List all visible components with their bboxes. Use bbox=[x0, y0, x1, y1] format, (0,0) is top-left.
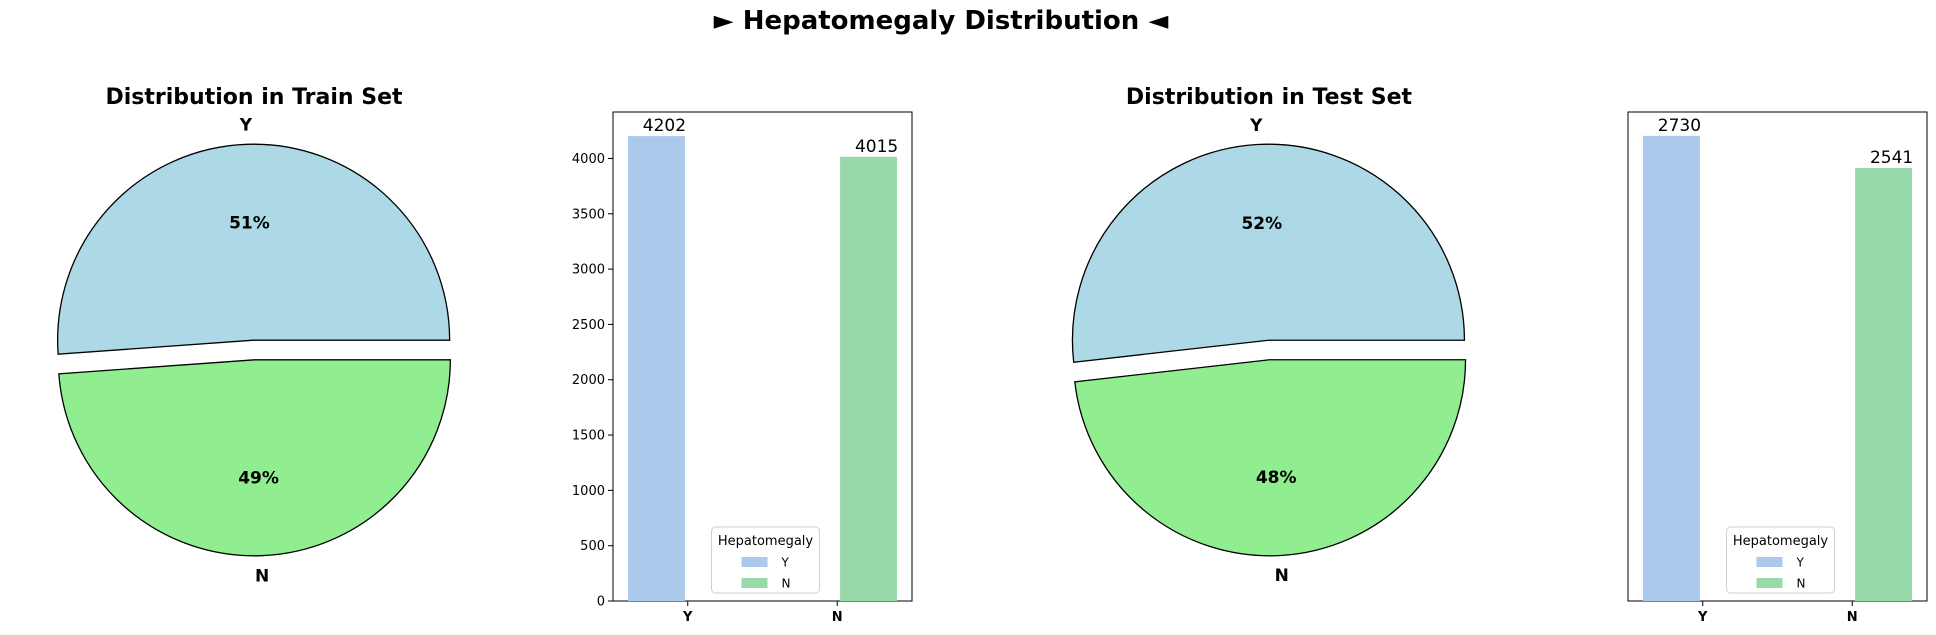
train-bar-ytick-label: 2000 bbox=[572, 373, 605, 388]
train-bar-axes-frame bbox=[612, 111, 913, 602]
test-bar-bar-y bbox=[1642, 135, 1700, 602]
test-pie-slice-y bbox=[1071, 143, 1466, 363]
train-bar-bar-value-y: 4202 bbox=[643, 116, 686, 136]
train-bar-legend-swatch-y bbox=[741, 557, 768, 567]
test-bar-xtick-label-n: N bbox=[1847, 610, 1858, 625]
train-bar-ytick-label: 3500 bbox=[572, 207, 605, 222]
test-pie-title: Distribution in Test Set bbox=[1126, 85, 1413, 110]
train-bar-legend-label-n: N bbox=[782, 577, 791, 591]
train-pie-cat-label-y: Y bbox=[239, 116, 253, 136]
figure-title: ► Hepatomegaly Distribution ◄ bbox=[714, 6, 1169, 36]
train-pie-slice-y bbox=[57, 143, 451, 355]
train-pie-cat-label-n: N bbox=[255, 566, 269, 586]
train-bar-ytick-label: 1500 bbox=[572, 429, 605, 444]
train-bar-ytick-label: 1000 bbox=[572, 484, 605, 499]
test-pie-cat-label-n: N bbox=[1275, 566, 1289, 586]
test-bar-legend: Hepatomegaly YN bbox=[1726, 526, 1835, 594]
test-bar-legend-title: Hepatomegaly bbox=[1733, 534, 1829, 549]
test-bar-bar-value-n: 2541 bbox=[1870, 148, 1913, 168]
train-bar-bar-value-n: 4015 bbox=[855, 137, 898, 157]
train-bar-legend-label-y: Y bbox=[781, 556, 790, 570]
test-bar-bar-value-y: 2730 bbox=[1658, 116, 1701, 136]
test-bar-legend-label-n: N bbox=[1797, 577, 1806, 591]
test-pie-chart: Distribution in Test Set 52% Y 48% N bbox=[1071, 85, 1467, 586]
train-pie-pct-label-n: 49% bbox=[238, 468, 279, 488]
test-bar-legend-swatch-y bbox=[1756, 557, 1783, 567]
train-bar-ytick-label: 0 bbox=[597, 595, 605, 610]
train-bar-ytick-label: 500 bbox=[580, 539, 605, 554]
test-bar-axes-frame bbox=[1627, 111, 1928, 602]
test-pie-slice-n bbox=[1074, 359, 1467, 557]
train-bar-xtick-label-n: N bbox=[832, 610, 843, 625]
train-bar-bar-n bbox=[840, 156, 898, 601]
train-bar-ytick-label: 2500 bbox=[572, 318, 605, 333]
train-bar-legend: Hepatomegaly YN bbox=[711, 526, 820, 594]
test-bar-bar-n bbox=[1855, 168, 1913, 601]
train-bar-xtick-label-y: Y bbox=[682, 610, 693, 625]
train-pie-pct-label-y: 51% bbox=[229, 214, 270, 234]
train-bar-legend-swatch-n bbox=[741, 578, 768, 588]
test-bar-legend-label-y: Y bbox=[1796, 556, 1805, 570]
test-pie-cat-label-y: Y bbox=[1249, 116, 1263, 136]
train-bar-ytick-label: 3000 bbox=[572, 263, 605, 278]
test-pie-pct-label-y: 52% bbox=[1241, 214, 1282, 234]
train-bar-ytick-label: 4000 bbox=[572, 152, 605, 167]
test-bar-legend-swatch-n bbox=[1756, 578, 1783, 588]
train-pie-chart: Distribution in Train Set 51% Y 49% N bbox=[57, 85, 452, 586]
test-pie-pct-label-n: 48% bbox=[1256, 468, 1297, 488]
train-pie-slice-n bbox=[58, 359, 452, 557]
train-bar-chart: 0 500 1000 1500 2000 2500 3000 3500 4000 4202 Y 401… bbox=[572, 111, 913, 625]
train-bar-bar-y bbox=[627, 136, 685, 601]
train-pie-title: Distribution in Train Set bbox=[106, 85, 403, 110]
train-bar-legend-title: Hepatomegaly bbox=[718, 534, 814, 549]
test-bar-xtick-label-y: Y bbox=[1697, 610, 1708, 625]
